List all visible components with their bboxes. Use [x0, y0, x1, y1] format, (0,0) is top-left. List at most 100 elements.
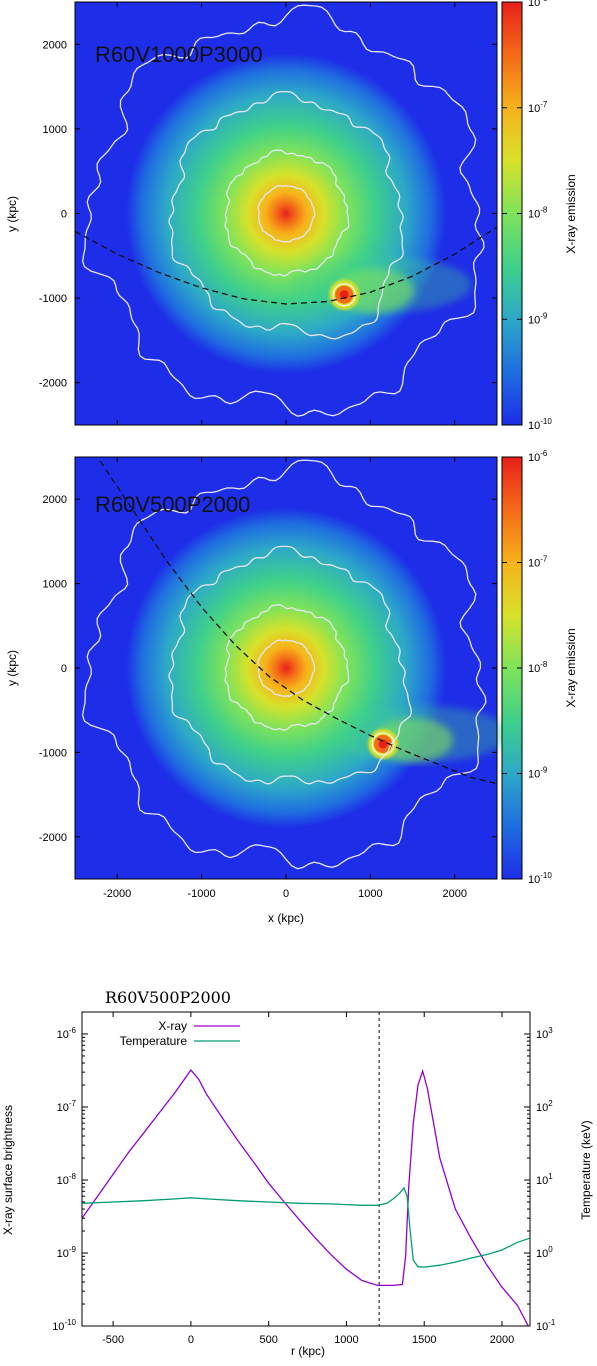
y-tick-label: -1000 — [39, 293, 67, 305]
x-tick-label: -1000 — [188, 888, 216, 900]
middle-map-x-axis-label: x (kpc) — [268, 911, 304, 925]
profile-y-axis-label: X-ray surface brightness — [1, 1105, 15, 1235]
profile-y2-tick-label: 101 — [536, 1172, 553, 1187]
y-tick-label: -1000 — [39, 747, 67, 759]
contour-2 — [224, 604, 350, 731]
middle-xray-map-panel: R60V500P2000 -2000 -1000 0 1000 2000 -2000 -1… — [5, 449, 578, 925]
series-line-temperature — [82, 1186, 530, 1268]
middle-map-y-ticks: -2000 -1000 0 1000 2000 — [39, 494, 497, 844]
profile-y-tick-label-exp: -10 — [64, 1318, 76, 1327]
profile-y-tick-label-exp: -9 — [69, 1245, 77, 1254]
profile-y-tick-label-base: 10 — [52, 1321, 64, 1333]
profile-y-tick-label-base: 10 — [57, 1175, 69, 1187]
profile-x-tick-label: 500 — [259, 1334, 277, 1346]
contour-1 — [257, 184, 316, 243]
top-map-emission — [125, 53, 472, 374]
x-tick-label: -2000 — [103, 888, 131, 900]
profile-y-tick-label: 10-7 — [57, 1099, 77, 1114]
colorbar-tick-label-base: 10 — [528, 769, 540, 781]
colorbar-tick-label: 10-10 — [528, 417, 552, 432]
x-tick-label: 2000 — [443, 888, 467, 900]
profile-y2-tick-label: 100 — [536, 1245, 553, 1260]
colorbar-tick-label-exp: -8 — [540, 206, 548, 215]
profile-y2-tick-label-exp: 1 — [548, 1172, 553, 1181]
colorbar-tick-label-exp: -7 — [540, 100, 548, 109]
main-cluster-emission — [125, 507, 447, 829]
colorbar-tick-label: 10-6 — [528, 449, 548, 464]
middle-map-x-ticks: -2000 -1000 0 1000 2000 — [103, 457, 467, 900]
profile-y-tick-label-base: 10 — [57, 1248, 69, 1260]
colorbar-tick-label-base: 10 — [528, 103, 540, 115]
y-tick-label: 2000 — [43, 39, 67, 51]
profile-y-tick-label-exp: -8 — [69, 1172, 77, 1181]
profile-line-chart-panel: R60V500P2000 -500 0 500 1000 1500 2000 10-101… — [1, 988, 593, 1358]
profile-x-tick-label: 2000 — [490, 1334, 514, 1346]
colorbar-tick-label-base: 10 — [528, 314, 540, 326]
profile-y2-tick-label-exp: 2 — [548, 1099, 553, 1108]
middle-colorbar-label: X-ray emission — [564, 628, 578, 707]
contour-2 — [224, 149, 350, 277]
profile-y-tick-label: 10-9 — [57, 1245, 77, 1260]
contour-4 — [81, 4, 485, 417]
profile-x-tick-label: 1000 — [334, 1334, 358, 1346]
colorbar-tick-label-exp: -9 — [540, 766, 548, 775]
profile-y-tick-label-base: 10 — [57, 1029, 69, 1041]
profile-y2-tick-label: 102 — [536, 1099, 553, 1114]
colorbar-tick-label-exp: -9 — [540, 311, 548, 320]
profile-y2-tick-label: 103 — [536, 1026, 553, 1041]
profile-y2-tick-label-base: 10 — [536, 1029, 548, 1041]
profile-y-tick-label: 10-8 — [57, 1172, 77, 1187]
contour-1 — [257, 639, 316, 697]
middle-map-orbit-path — [99, 460, 498, 785]
colorbar-tick-label: 10-6 — [528, 0, 548, 9]
top-xray-map-panel: R60V1000P3000 -2000 -1000 0 1000 2000 y (kpc… — [5, 0, 578, 432]
subcluster-contour — [332, 283, 356, 307]
contour-3 — [168, 90, 404, 340]
y-tick-label: -2000 — [39, 832, 67, 844]
profile-y2-tick-label-exp: -1 — [548, 1318, 556, 1327]
middle-map-y-axis-label: y (kpc) — [5, 650, 19, 686]
subcluster-peak — [378, 739, 388, 749]
profile-y2-tick-label: 10-1 — [536, 1318, 556, 1333]
colorbar-tick-label-base: 10 — [528, 663, 540, 675]
profile-y-tick-label-base: 10 — [57, 1102, 69, 1114]
colorbar-tick-label-exp: -10 — [540, 417, 552, 426]
main-cluster-emission — [125, 53, 447, 374]
profile-y2-tick-label-exp: 0 — [548, 1245, 553, 1254]
profile-chart-title: R60V500P2000 — [105, 988, 231, 1007]
middle-map-emission — [125, 507, 511, 829]
profile-y2-tick-label-base: 10 — [536, 1248, 548, 1260]
colorbar-tick-label: 10-9 — [528, 766, 548, 781]
colorbar-tick-label: 10-8 — [528, 206, 548, 221]
top-map-x-ticks — [116, 2, 456, 425]
colorbar-tick-label-base: 10 — [528, 0, 540, 9]
y-tick-label: 2000 — [43, 494, 67, 506]
colorbar-tick-label-base: 10 — [528, 452, 540, 464]
profile-x-ticks: -500 0 500 1000 1500 2000 — [102, 1012, 514, 1346]
series-line-x-ray — [82, 1068, 530, 1326]
legend-label: Temperature — [120, 1034, 188, 1048]
profile-x-axis-label: r (kpc) — [291, 1344, 325, 1358]
y-tick-label: 1000 — [43, 124, 67, 136]
x-tick-label: 1000 — [358, 888, 382, 900]
profile-y-tick-label: 10-6 — [57, 1026, 77, 1041]
contour-3 — [168, 545, 413, 785]
colorbar-tick-label-base: 10 — [528, 874, 540, 886]
y-tick-label: 0 — [61, 209, 67, 221]
profile-y-tick-label-exp: -6 — [69, 1026, 77, 1035]
colorbar-tick-label-exp: -10 — [540, 871, 552, 880]
top-map-orbit-path — [74, 226, 498, 305]
profile-y2-axis-label: Temperature (keV) — [579, 1120, 593, 1219]
colorbar-tick-label-exp: -6 — [540, 0, 548, 3]
x-tick-label: 0 — [283, 888, 289, 900]
top-map-y-ticks: -2000 -1000 0 1000 2000 — [39, 39, 497, 390]
colorbar-tick-label: 10-10 — [528, 871, 552, 886]
colorbar-tick-label: 10-7 — [528, 555, 548, 570]
colorbar-tick-label-base: 10 — [528, 420, 540, 432]
colorbar-tick-label: 10-9 — [528, 311, 548, 326]
subcluster-contour — [371, 732, 395, 756]
